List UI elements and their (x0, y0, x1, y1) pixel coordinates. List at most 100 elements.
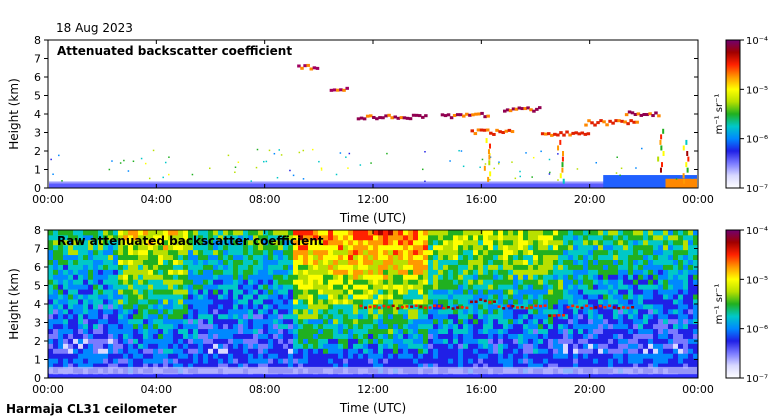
raw-cell (418, 333, 424, 339)
raw-cell (98, 328, 104, 334)
raw-cell (333, 254, 339, 260)
noise-dot (449, 160, 451, 162)
raw-cell (248, 294, 254, 300)
raw-cell (643, 323, 649, 330)
raw-cell (563, 274, 569, 280)
raw-cell (598, 338, 604, 344)
raw-cell (403, 249, 409, 256)
raw-cell (693, 318, 699, 325)
cloud-segment (306, 63, 310, 67)
raw-cell (583, 254, 589, 260)
raw-cell (313, 254, 319, 260)
raw-cell (508, 284, 514, 290)
raw-cell (283, 294, 289, 300)
raw-cell (58, 294, 64, 300)
raw-cell (148, 363, 154, 369)
noise-dot (576, 168, 579, 170)
raw-cell (98, 363, 104, 369)
raw-cell (123, 308, 129, 315)
raw-cell (323, 294, 329, 300)
raw-cell (533, 269, 539, 275)
raw-cell (293, 239, 299, 246)
raw-cell (178, 348, 184, 354)
raw-cell (293, 244, 299, 251)
raw-cell (223, 284, 229, 290)
raw-cell (368, 289, 374, 295)
raw-cell (353, 353, 359, 359)
raw-cell (443, 343, 449, 349)
raw-cell (503, 244, 509, 251)
raw-cell (658, 244, 664, 251)
raw-cell (563, 299, 569, 305)
raw-cell (198, 294, 204, 300)
raw-cell (198, 239, 204, 246)
raw-cell (153, 254, 159, 260)
raw-cell (78, 299, 84, 305)
raw-cell (438, 254, 444, 260)
raw-cell (73, 328, 79, 334)
raw-cell (323, 249, 329, 256)
raw-cell (53, 234, 59, 241)
raw-cell (668, 254, 674, 260)
raw-cell (248, 328, 254, 334)
raw-cell (143, 249, 149, 256)
raw-cell (78, 333, 84, 339)
raw-cell (278, 239, 284, 246)
raw-cell (383, 289, 389, 295)
raw-cell (398, 289, 404, 295)
raw-cell (88, 259, 94, 265)
raw-cell (418, 363, 424, 369)
raw-cell (303, 348, 309, 354)
raw-cell (273, 289, 279, 295)
raw-cell (603, 299, 609, 305)
raw-cell (438, 338, 444, 344)
raw-cell (193, 239, 199, 246)
raw-cell (343, 333, 349, 339)
raw-cell (268, 269, 274, 275)
raw-cell (458, 249, 464, 256)
raw-cell (633, 234, 639, 241)
raw-cell (518, 274, 524, 280)
raw-cell (248, 358, 254, 364)
raw-cell (338, 274, 344, 280)
raw-cell (293, 353, 299, 359)
cloud-segment (639, 113, 644, 117)
raw-cell (593, 358, 599, 364)
raw-cell (338, 249, 344, 256)
raw-cell (413, 353, 419, 359)
raw-cell (348, 244, 354, 251)
raw-cell (558, 239, 564, 246)
raw-cell (158, 284, 164, 290)
raw-cell (648, 249, 654, 256)
raw-cell (598, 254, 604, 260)
raw-cell (243, 318, 249, 325)
raw-cell (163, 318, 169, 325)
raw-cell (668, 348, 674, 354)
raw-cell (543, 230, 549, 236)
raw-cell (338, 358, 344, 364)
raw-cell (393, 239, 399, 246)
raw-cell (148, 294, 154, 300)
x-tick-label: 04:00 (140, 383, 172, 396)
raw-cell (473, 308, 479, 315)
raw-cell (83, 318, 89, 325)
cloud-layer (469, 300, 473, 304)
raw-cell (268, 313, 274, 320)
raw-cell (308, 274, 314, 280)
raw-cell (643, 244, 649, 251)
raw-cell (668, 249, 674, 256)
raw-cell (58, 230, 64, 236)
raw-cell (283, 254, 289, 260)
raw-cell (363, 284, 369, 290)
raw-cell (93, 249, 99, 256)
raw-cell (113, 294, 119, 300)
raw-cell (578, 333, 584, 339)
raw-cell (143, 259, 149, 265)
raw-cell (158, 333, 164, 339)
raw-cell (343, 274, 349, 280)
raw-cell (398, 363, 404, 369)
raw-cell (248, 254, 254, 260)
raw-cell (413, 274, 419, 280)
raw-cell (243, 294, 249, 300)
raw-cell (678, 338, 684, 344)
